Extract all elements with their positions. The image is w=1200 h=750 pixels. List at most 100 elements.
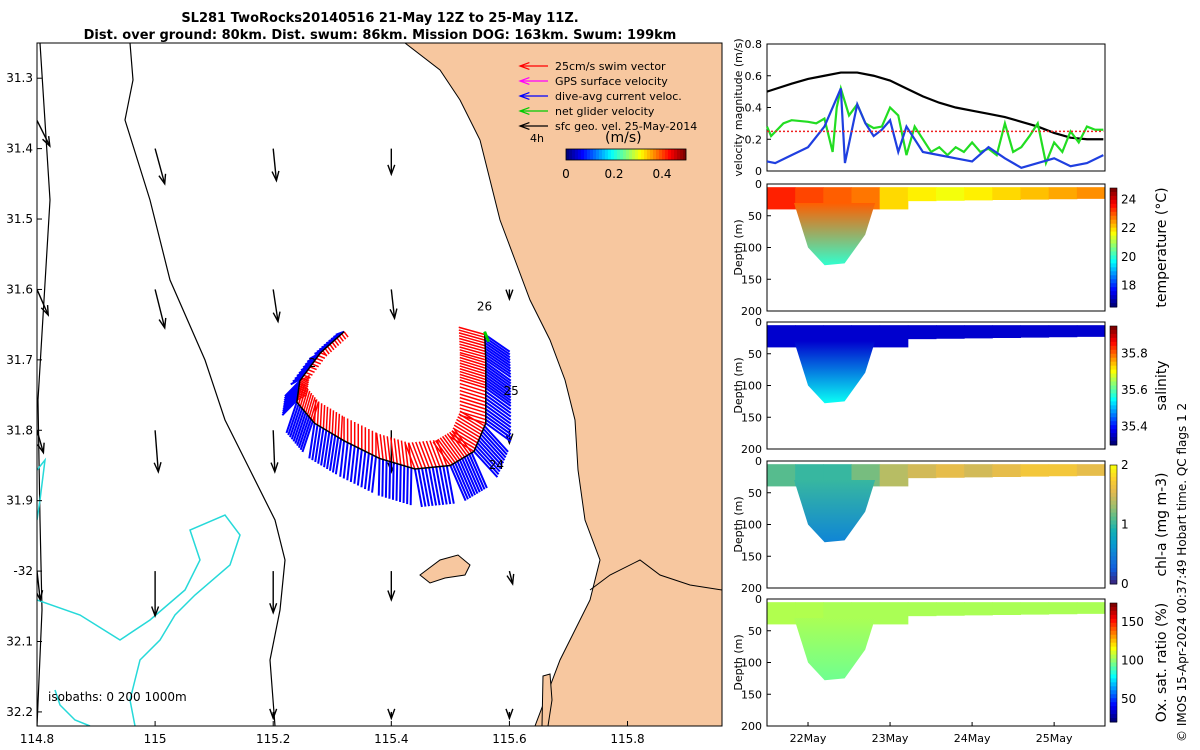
section-cell (936, 602, 965, 616)
legend-tag: 4h (530, 132, 544, 145)
isobath-0m-a (37, 457, 47, 521)
section-colorbar-cell (1110, 536, 1117, 541)
section-colorbar-cell (1110, 480, 1117, 486)
section-cell (767, 325, 796, 348)
net-glider-velocity (483, 331, 491, 343)
section-y-tick-label: 150 (741, 688, 762, 701)
section-colorbar-cell (1110, 333, 1117, 339)
section-colorbar-cell (1110, 642, 1117, 648)
section-y-label: Depth (m) (732, 634, 745, 690)
colorbar-cell (602, 149, 606, 160)
colorbar-cell (569, 149, 573, 160)
section-cell (992, 602, 1021, 616)
colorbar-cell (590, 149, 594, 160)
section-colorbar-cell (1110, 287, 1117, 292)
section-colorbar-cell (1110, 560, 1117, 565)
day-label: 24 (489, 458, 504, 472)
section-colorbar-cell (1110, 207, 1117, 213)
section-colorbar-label: Ox. sat. ratio (%) (1154, 603, 1170, 722)
colorbar-cell (638, 149, 642, 160)
section-colorbar-cell (1110, 572, 1117, 577)
legend-label: dive-avg current veloc. (555, 90, 682, 103)
section-colorbar-cell (1110, 291, 1117, 296)
section-colorbar-cell (1110, 626, 1117, 632)
section-colorbar-cell (1110, 251, 1117, 256)
section-colorbar-cell (1110, 215, 1117, 221)
section-colorbar-cell (1110, 401, 1117, 406)
geo-velocity-arrow (387, 708, 396, 721)
section-colorbar-cell (1110, 421, 1117, 426)
map-frame (36, 42, 723, 727)
section-colorbar-cell (1110, 353, 1117, 359)
map-y-tick-label: 31.6 (6, 282, 33, 296)
section-colorbar-cell (1110, 686, 1117, 691)
section-y-label: Depth (m) (732, 219, 745, 275)
section-colorbar-cell (1110, 646, 1117, 652)
section-cell (964, 464, 993, 478)
section-colorbar-tick-label: 2 (1121, 458, 1129, 472)
colorbar-cell (680, 149, 684, 160)
section-cell (1076, 602, 1106, 614)
colorbar-cell (650, 149, 654, 160)
swan-river (589, 559, 722, 591)
section-colorbar-cell (1110, 188, 1117, 193)
section-colorbar-cell (1110, 267, 1117, 272)
velocity-series-green (765, 84, 1104, 167)
colorbar-cell (605, 149, 609, 160)
colorbar-cell (578, 149, 582, 160)
section-colorbar-frame (1109, 464, 1118, 585)
section-colorbar-tick-label: 35.8 (1121, 346, 1148, 360)
section-x-tick-label: 23May (872, 732, 909, 745)
section-colorbar-cell (1110, 326, 1117, 331)
colorbar-cell (566, 149, 570, 160)
map-y-tick-label: 32.1 (6, 635, 33, 649)
velocity-y-tick-label: 0.2 (745, 133, 763, 146)
section-y-label: Depth (m) (732, 357, 745, 413)
section-colorbar-cell (1110, 564, 1117, 569)
section-colorbar-tick-label: 100 (1121, 654, 1144, 668)
section-colorbar-cell (1110, 393, 1117, 398)
colorbar-cell (611, 149, 615, 160)
section-y-tick-label: 200 (741, 305, 762, 318)
geo-velocity-arrow (37, 430, 45, 455)
map-y-tick-label: 31.7 (6, 353, 33, 367)
section-cell (1020, 602, 1050, 615)
section-cell (992, 325, 1021, 339)
legend-label: sfc geo. vel. 25-May-2014 (555, 120, 697, 133)
section-colorbar-cell (1110, 603, 1117, 608)
section-colorbar-tick-label: 50 (1121, 692, 1136, 706)
swim-vectors (296, 326, 487, 470)
colorbar-cell (584, 149, 588, 160)
section-colorbar-cell (1110, 476, 1117, 482)
section-colorbar-cell (1110, 405, 1117, 410)
section-colorbar-cell (1110, 634, 1117, 640)
colorbar-cell (572, 149, 576, 160)
legend-arrow (518, 107, 548, 115)
chart-title-line-2: Dist. over ground: 80km. Dist. swum: 86k… (83, 28, 677, 43)
section-colorbar-cell (1110, 472, 1117, 478)
section-y-tick-label: 50 (748, 487, 762, 500)
geo-velocity-arrow (387, 148, 396, 177)
colorbar-cell (671, 149, 675, 160)
colorbar-cell (644, 149, 648, 160)
geo-velocity-arrow (37, 120, 51, 148)
isobath-200m (124, 43, 286, 726)
section-colorbar-cell (1110, 303, 1117, 308)
section-temperature: 0 50 100 150 200 Depth (m) 18 20 22 24 temperature… (732, 178, 1170, 318)
colorbar-cell (668, 149, 672, 160)
section-colorbar-cell (1110, 670, 1117, 675)
section-cell (1020, 464, 1050, 477)
section-y-tick-label: 100 (741, 519, 762, 532)
section-salinity: 0 50 100 150 200 Depth (m) 35.4 35.6 35.8 salinit… (732, 316, 1170, 456)
colorbar-cell (593, 149, 597, 160)
section-colorbar-cell (1110, 337, 1117, 343)
velocity-y-label: velocity magnitude (m/s) (732, 38, 745, 176)
section-colorbar-tick-label: 35.6 (1121, 383, 1148, 397)
section-colorbar-cell (1110, 413, 1117, 418)
section-colorbar-label: temperature (°C) (1154, 187, 1170, 307)
section-colorbar-cell (1110, 524, 1117, 529)
section-y-tick-label: 200 (741, 443, 762, 456)
section-y-tick-label: 100 (741, 657, 762, 670)
section-colorbar-cell (1110, 690, 1117, 695)
